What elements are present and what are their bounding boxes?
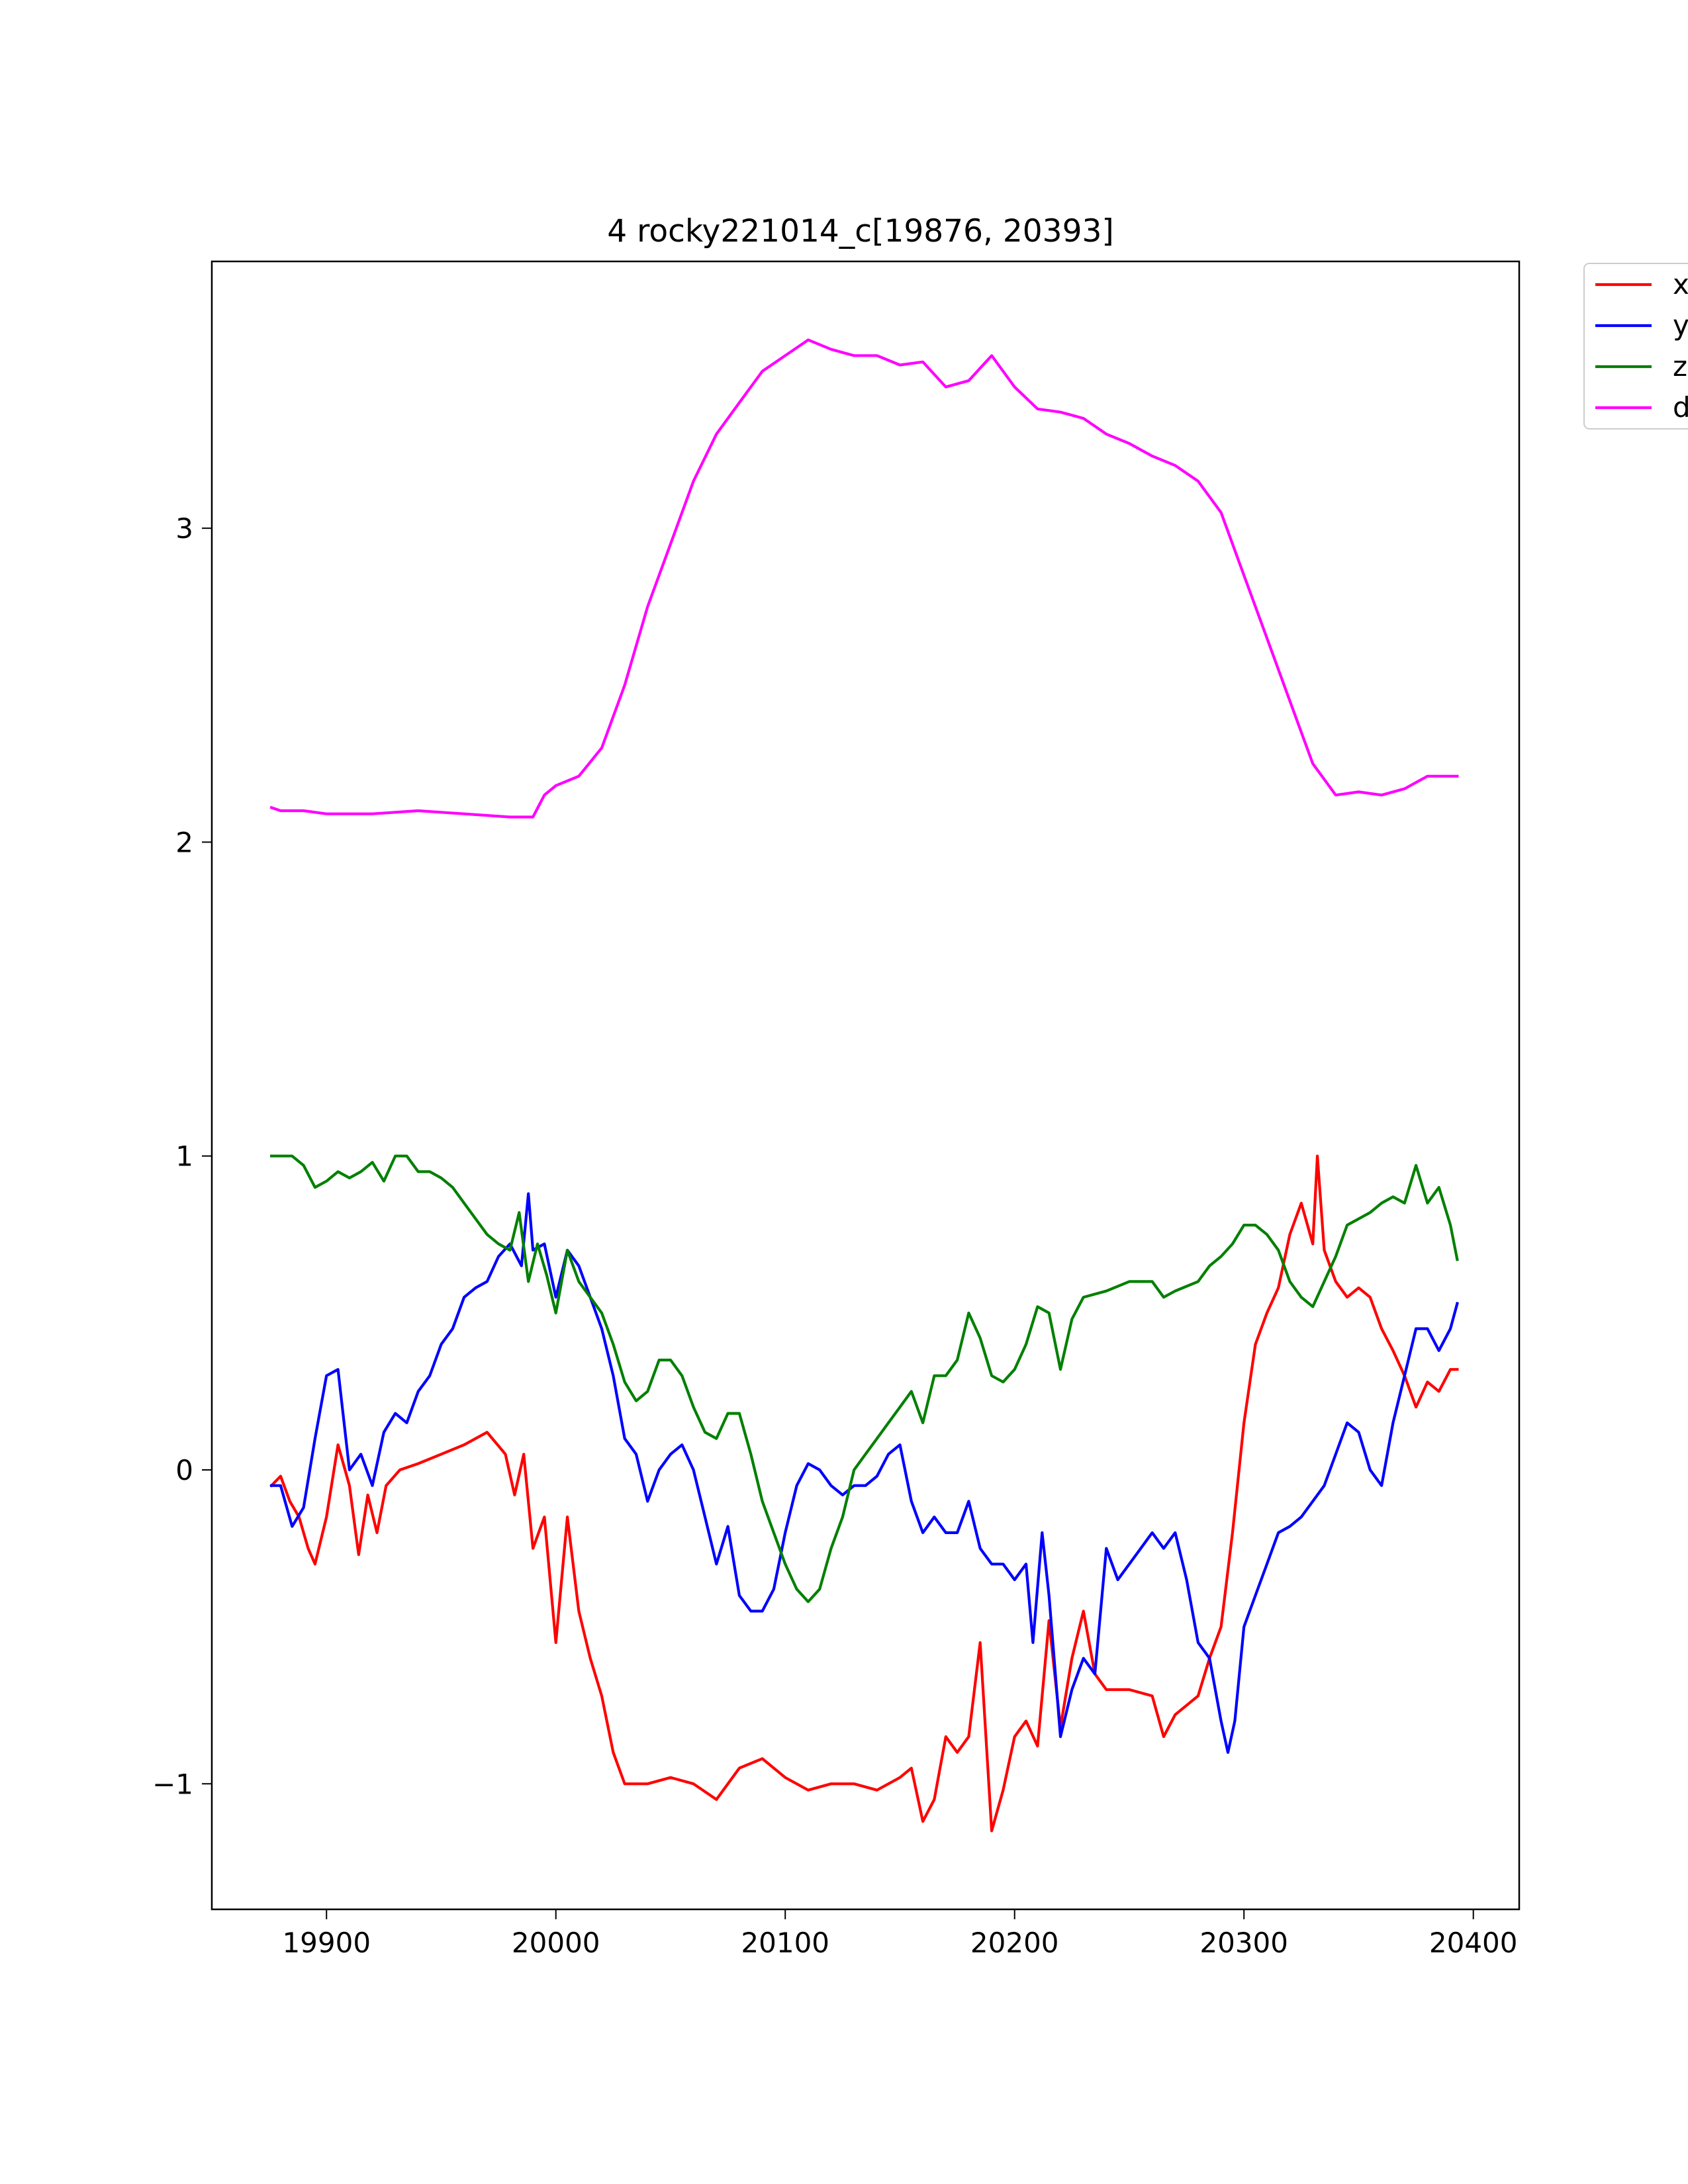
legend-label-y: y [1673, 309, 1688, 341]
y-tick-label: 1 [175, 1140, 193, 1173]
y-tick-label: 2 [175, 826, 193, 858]
y-tick-label: 3 [175, 512, 193, 545]
series-line-z [270, 1154, 1459, 1604]
x-axis: 19900 20000 20100 20200 20300 20400 [282, 1909, 1518, 1959]
y-tick-label: −1 [152, 1768, 193, 1800]
legend-label-z: z [1673, 350, 1687, 383]
chart-title: 4 rocky221014_c[19876, 20393] [607, 213, 1113, 250]
y-axis: −1 0 1 2 3 [152, 512, 212, 1800]
series-layer [269, 338, 1459, 1833]
legend-label-d: d [1673, 391, 1688, 424]
series-line-x [269, 1154, 1459, 1833]
y-tick-label: 0 [175, 1454, 193, 1486]
x-tick-label: 20300 [1199, 1927, 1288, 1959]
legend-box [1583, 263, 1688, 430]
series-line-y [270, 1192, 1459, 1754]
x-tick-label: 20100 [741, 1927, 829, 1959]
plot-frame [211, 260, 1521, 1911]
x-tick-label: 20400 [1429, 1927, 1518, 1959]
x-tick-label: 20200 [970, 1927, 1059, 1959]
x-tick-label: 19900 [282, 1927, 371, 1959]
x-tick-label: 20000 [512, 1927, 600, 1959]
series-line-d [269, 338, 1459, 819]
legend-label-x: x [1673, 268, 1688, 300]
